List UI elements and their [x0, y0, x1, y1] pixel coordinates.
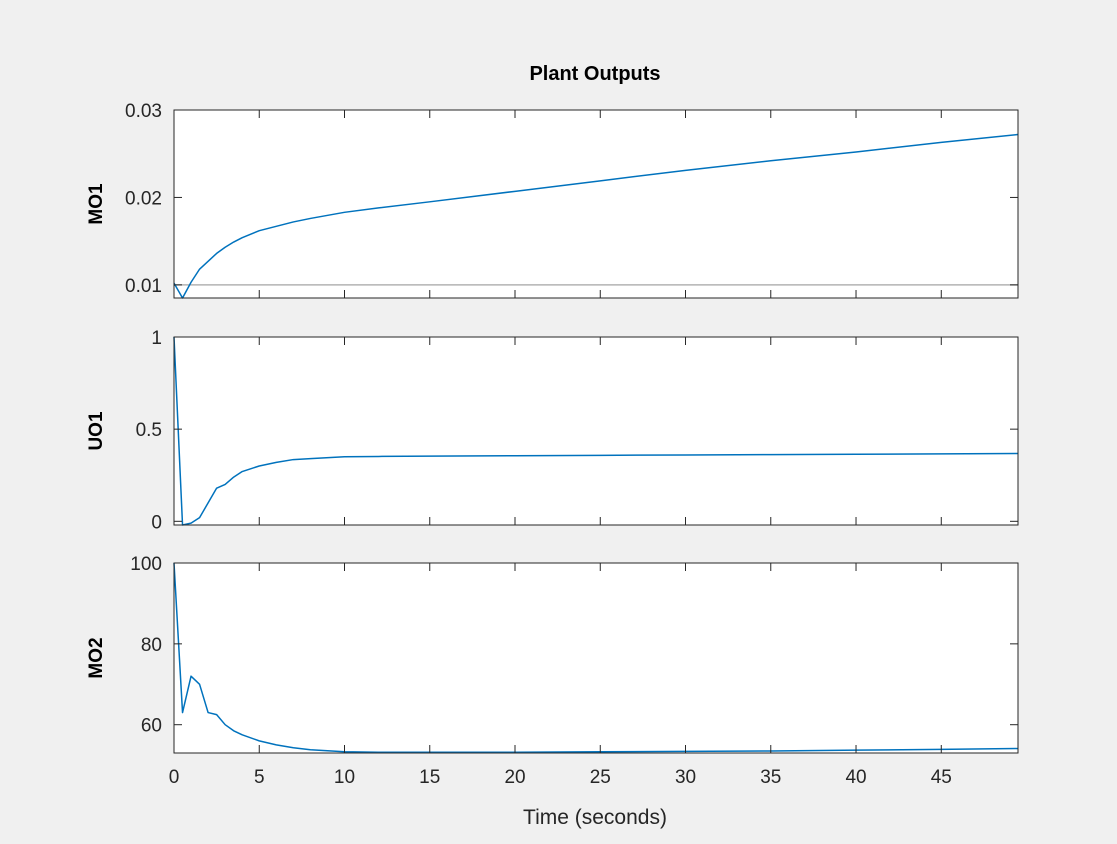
- y-axis-label: MO1: [86, 183, 107, 225]
- y-tick-label: 0: [151, 512, 162, 533]
- y-tick-label: 0.5: [136, 420, 162, 441]
- series-line: [173, 133, 1019, 299]
- y-tick-label: 100: [130, 554, 162, 575]
- subplot-mo2: 0 5 10 15 20 25 30 35 40 45 60 80 100 MO2: [86, 554, 1019, 788]
- x-axis-label: Time (seconds): [523, 806, 667, 829]
- x-tick-label: 40: [845, 767, 866, 788]
- x-tick-label: 45: [931, 767, 952, 788]
- y-tick-label: 0.03: [125, 101, 162, 122]
- y-axis-label: UO1: [86, 411, 107, 451]
- subplot-mo1: 0.01 0.02 0.03 MO1: [86, 101, 1019, 299]
- x-tick-label: 30: [675, 767, 696, 788]
- subplot-uo1: 0 0.5 1 UO1: [86, 328, 1019, 533]
- plot-area: [174, 337, 1018, 525]
- y-tick-label: 80: [141, 635, 162, 656]
- x-tick-label: 0: [169, 767, 180, 788]
- x-tick-label: 25: [590, 767, 611, 788]
- y-axis-label: MO2: [86, 637, 107, 678]
- figure-title: Plant Outputs: [529, 63, 660, 85]
- plot-area: [174, 110, 1018, 298]
- axes-box: [173, 336, 1019, 526]
- series-line: [173, 562, 1019, 753]
- axes-box: [173, 109, 1019, 299]
- x-tick-label: 20: [504, 767, 525, 788]
- x-tick-label: 5: [254, 767, 265, 788]
- x-tick-label: 15: [419, 767, 440, 788]
- plot-area: [174, 563, 1018, 753]
- y-tick-label: 60: [141, 716, 162, 737]
- x-tick-label: 10: [334, 767, 355, 788]
- y-tick-label: 0.02: [125, 188, 162, 209]
- axes-box: [173, 562, 1019, 754]
- series-line: [173, 336, 1019, 526]
- y-tick-label: 1: [151, 328, 162, 349]
- x-tick-label: 35: [760, 767, 781, 788]
- y-tick-label: 0.01: [125, 276, 162, 297]
